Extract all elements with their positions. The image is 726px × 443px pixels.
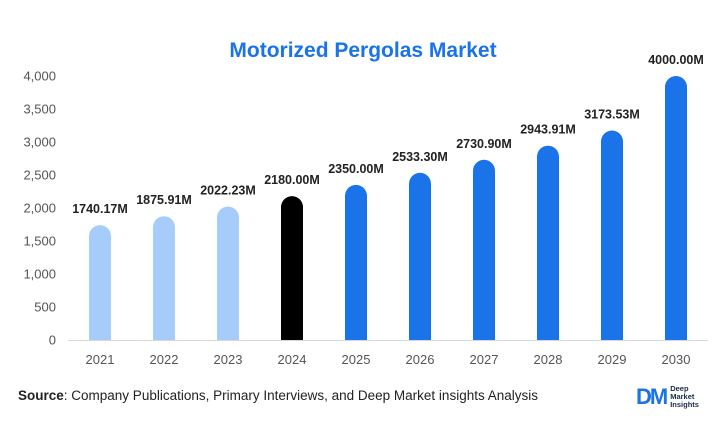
y-axis: 0 500 1,000 1,500 2,000 2,500 3,000 3,500 4,000 xyxy=(23,69,56,348)
x-tick-label: 2024 xyxy=(278,352,307,367)
bar-2024 xyxy=(281,196,303,340)
y-tick-label: 1,500 xyxy=(23,234,56,249)
data-label-2026: 2533.30M xyxy=(392,150,448,164)
bar-2027 xyxy=(473,159,495,340)
bar-2029 xyxy=(601,130,623,340)
bar-2026 xyxy=(409,172,431,340)
data-label-2028: 2943.91M xyxy=(520,123,576,137)
data-label-2024: 2180.00M xyxy=(264,173,320,187)
source-text: : Company Publications, Primary Intervie… xyxy=(63,388,538,403)
bar-2021 xyxy=(89,225,111,340)
data-label-2022: 1875.91M xyxy=(136,193,192,207)
bar-2030 xyxy=(665,76,687,340)
x-tick-label: 2022 xyxy=(150,352,179,367)
source-note: Source: Company Publications, Primary In… xyxy=(18,388,538,403)
y-tick-label: 3,000 xyxy=(23,135,56,150)
logo-text: Deep Market Insights xyxy=(670,385,699,409)
bar-2022 xyxy=(153,216,175,340)
data-labels: 1740.17M 1875.91M 2022.23M 2180.00M 2350.00M… xyxy=(72,53,704,216)
x-tick-label: 2026 xyxy=(406,352,435,367)
x-tick-label: 2028 xyxy=(534,352,563,367)
y-tick-label: 2,500 xyxy=(23,168,56,183)
data-label-2027: 2730.90M xyxy=(456,137,512,151)
data-label-2030: 4000.00M xyxy=(648,53,704,67)
data-label-2021: 1740.17M xyxy=(72,202,128,216)
x-tick-label: 2023 xyxy=(214,352,243,367)
x-tick-label: 2025 xyxy=(342,352,371,367)
logo-line-2: Market xyxy=(670,392,695,401)
y-tick-label: 2,000 xyxy=(23,201,56,216)
x-tick-label: 2027 xyxy=(470,352,499,367)
logo-line-1: Deep xyxy=(670,384,689,393)
data-label-2025: 2350.00M xyxy=(328,162,384,176)
logo-line-3: Insights xyxy=(670,400,699,409)
chart-title: Motorized Pergolas Market xyxy=(229,39,496,62)
y-tick-label: 3,500 xyxy=(23,102,56,117)
data-label-2023: 2022.23M xyxy=(200,184,256,198)
bar-2025 xyxy=(345,184,367,340)
bar-2028 xyxy=(537,145,559,340)
y-tick-label: 500 xyxy=(34,300,56,315)
data-label-2029: 3173.53M xyxy=(584,108,640,122)
bar-2023 xyxy=(217,206,239,340)
logo-mark: DM xyxy=(636,384,668,409)
y-tick-label: 0 xyxy=(49,333,56,348)
bars xyxy=(89,76,687,340)
y-tick-label: 1,000 xyxy=(23,267,56,282)
x-tick-label: 2030 xyxy=(662,352,691,367)
y-tick-label: 4,000 xyxy=(23,69,56,84)
source-label: Source xyxy=(18,388,64,403)
x-tick-label: 2029 xyxy=(598,352,627,367)
brand-logo: DM Deep Market Insights xyxy=(636,382,699,412)
x-axis: 2021 2022 2023 2024 2025 2026 2027 2028 2029 2030 xyxy=(68,340,708,367)
x-tick-label: 2021 xyxy=(86,352,115,367)
